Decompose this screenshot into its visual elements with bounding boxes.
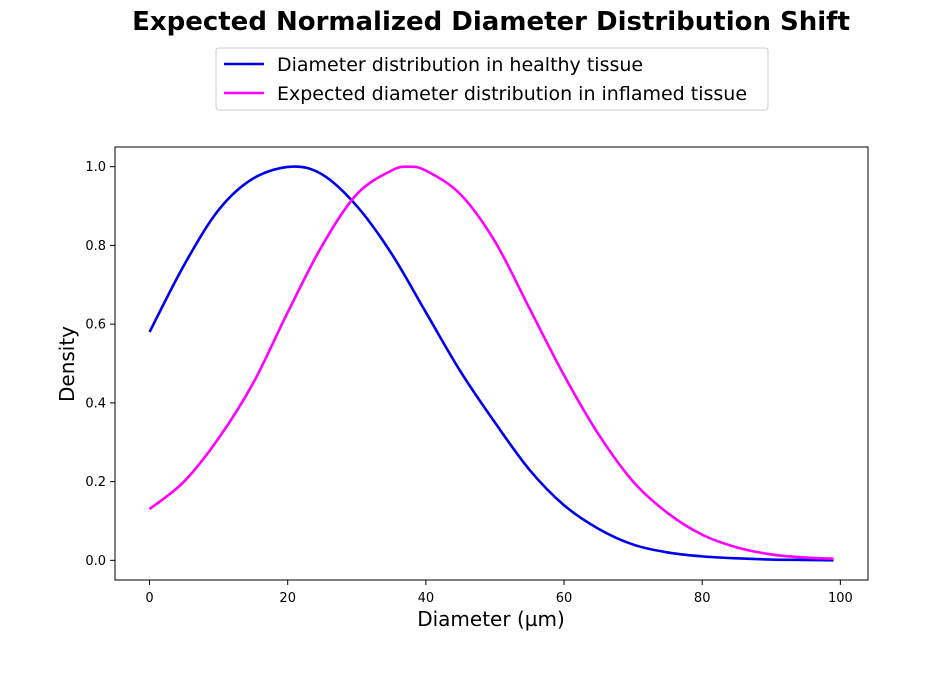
x-tick-label: 60 xyxy=(556,591,573,606)
plot-frame xyxy=(114,146,869,581)
legend-box xyxy=(215,47,769,111)
x-tick-label: 40 xyxy=(418,591,435,606)
y-tick-label: 0.4 xyxy=(85,396,106,411)
x-axis: 0 20 40 60 80 100 xyxy=(145,580,853,606)
series-line-inflamed xyxy=(148,165,834,561)
y-axis-label: Density xyxy=(55,326,79,402)
chart-title: Expected Normalized Diameter Distributio… xyxy=(132,7,850,37)
y-tick-label: 0.6 xyxy=(85,318,106,333)
y-axis: 0.0 0.2 0.4 0.6 0.8 1.0 xyxy=(85,160,115,569)
y-tick-label: 0.0 xyxy=(85,554,106,569)
plot-lines xyxy=(148,165,834,562)
series-line-healthy xyxy=(148,165,834,562)
x-tick-label: 100 xyxy=(828,591,853,606)
y-tick-label: 0.8 xyxy=(85,239,106,254)
legend: Diameter distribution in healthy tissue … xyxy=(215,47,769,111)
legend-label-inflamed: Expected diameter distribution in inflam… xyxy=(277,83,747,105)
legend-label-healthy: Diameter distribution in healthy tissue xyxy=(277,54,643,76)
x-tick-label: 20 xyxy=(279,591,296,606)
x-tick-label: 0 xyxy=(145,591,153,606)
x-tick-label: 80 xyxy=(694,591,711,606)
y-tick-label: 1.0 xyxy=(85,160,106,175)
y-tick-label: 0.2 xyxy=(85,475,106,490)
x-axis-label: Diameter (µm) xyxy=(417,607,565,631)
